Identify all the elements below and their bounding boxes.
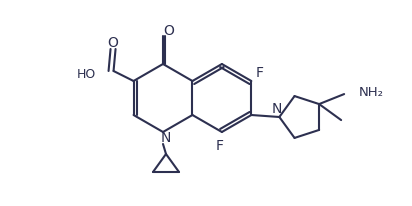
Text: F: F bbox=[255, 66, 263, 80]
Text: N: N bbox=[271, 102, 281, 116]
Text: NH₂: NH₂ bbox=[359, 85, 384, 98]
Text: F: F bbox=[216, 139, 224, 153]
Text: O: O bbox=[164, 24, 174, 38]
Text: HO: HO bbox=[76, 68, 96, 81]
Text: O: O bbox=[107, 36, 118, 50]
Text: N: N bbox=[161, 131, 171, 145]
